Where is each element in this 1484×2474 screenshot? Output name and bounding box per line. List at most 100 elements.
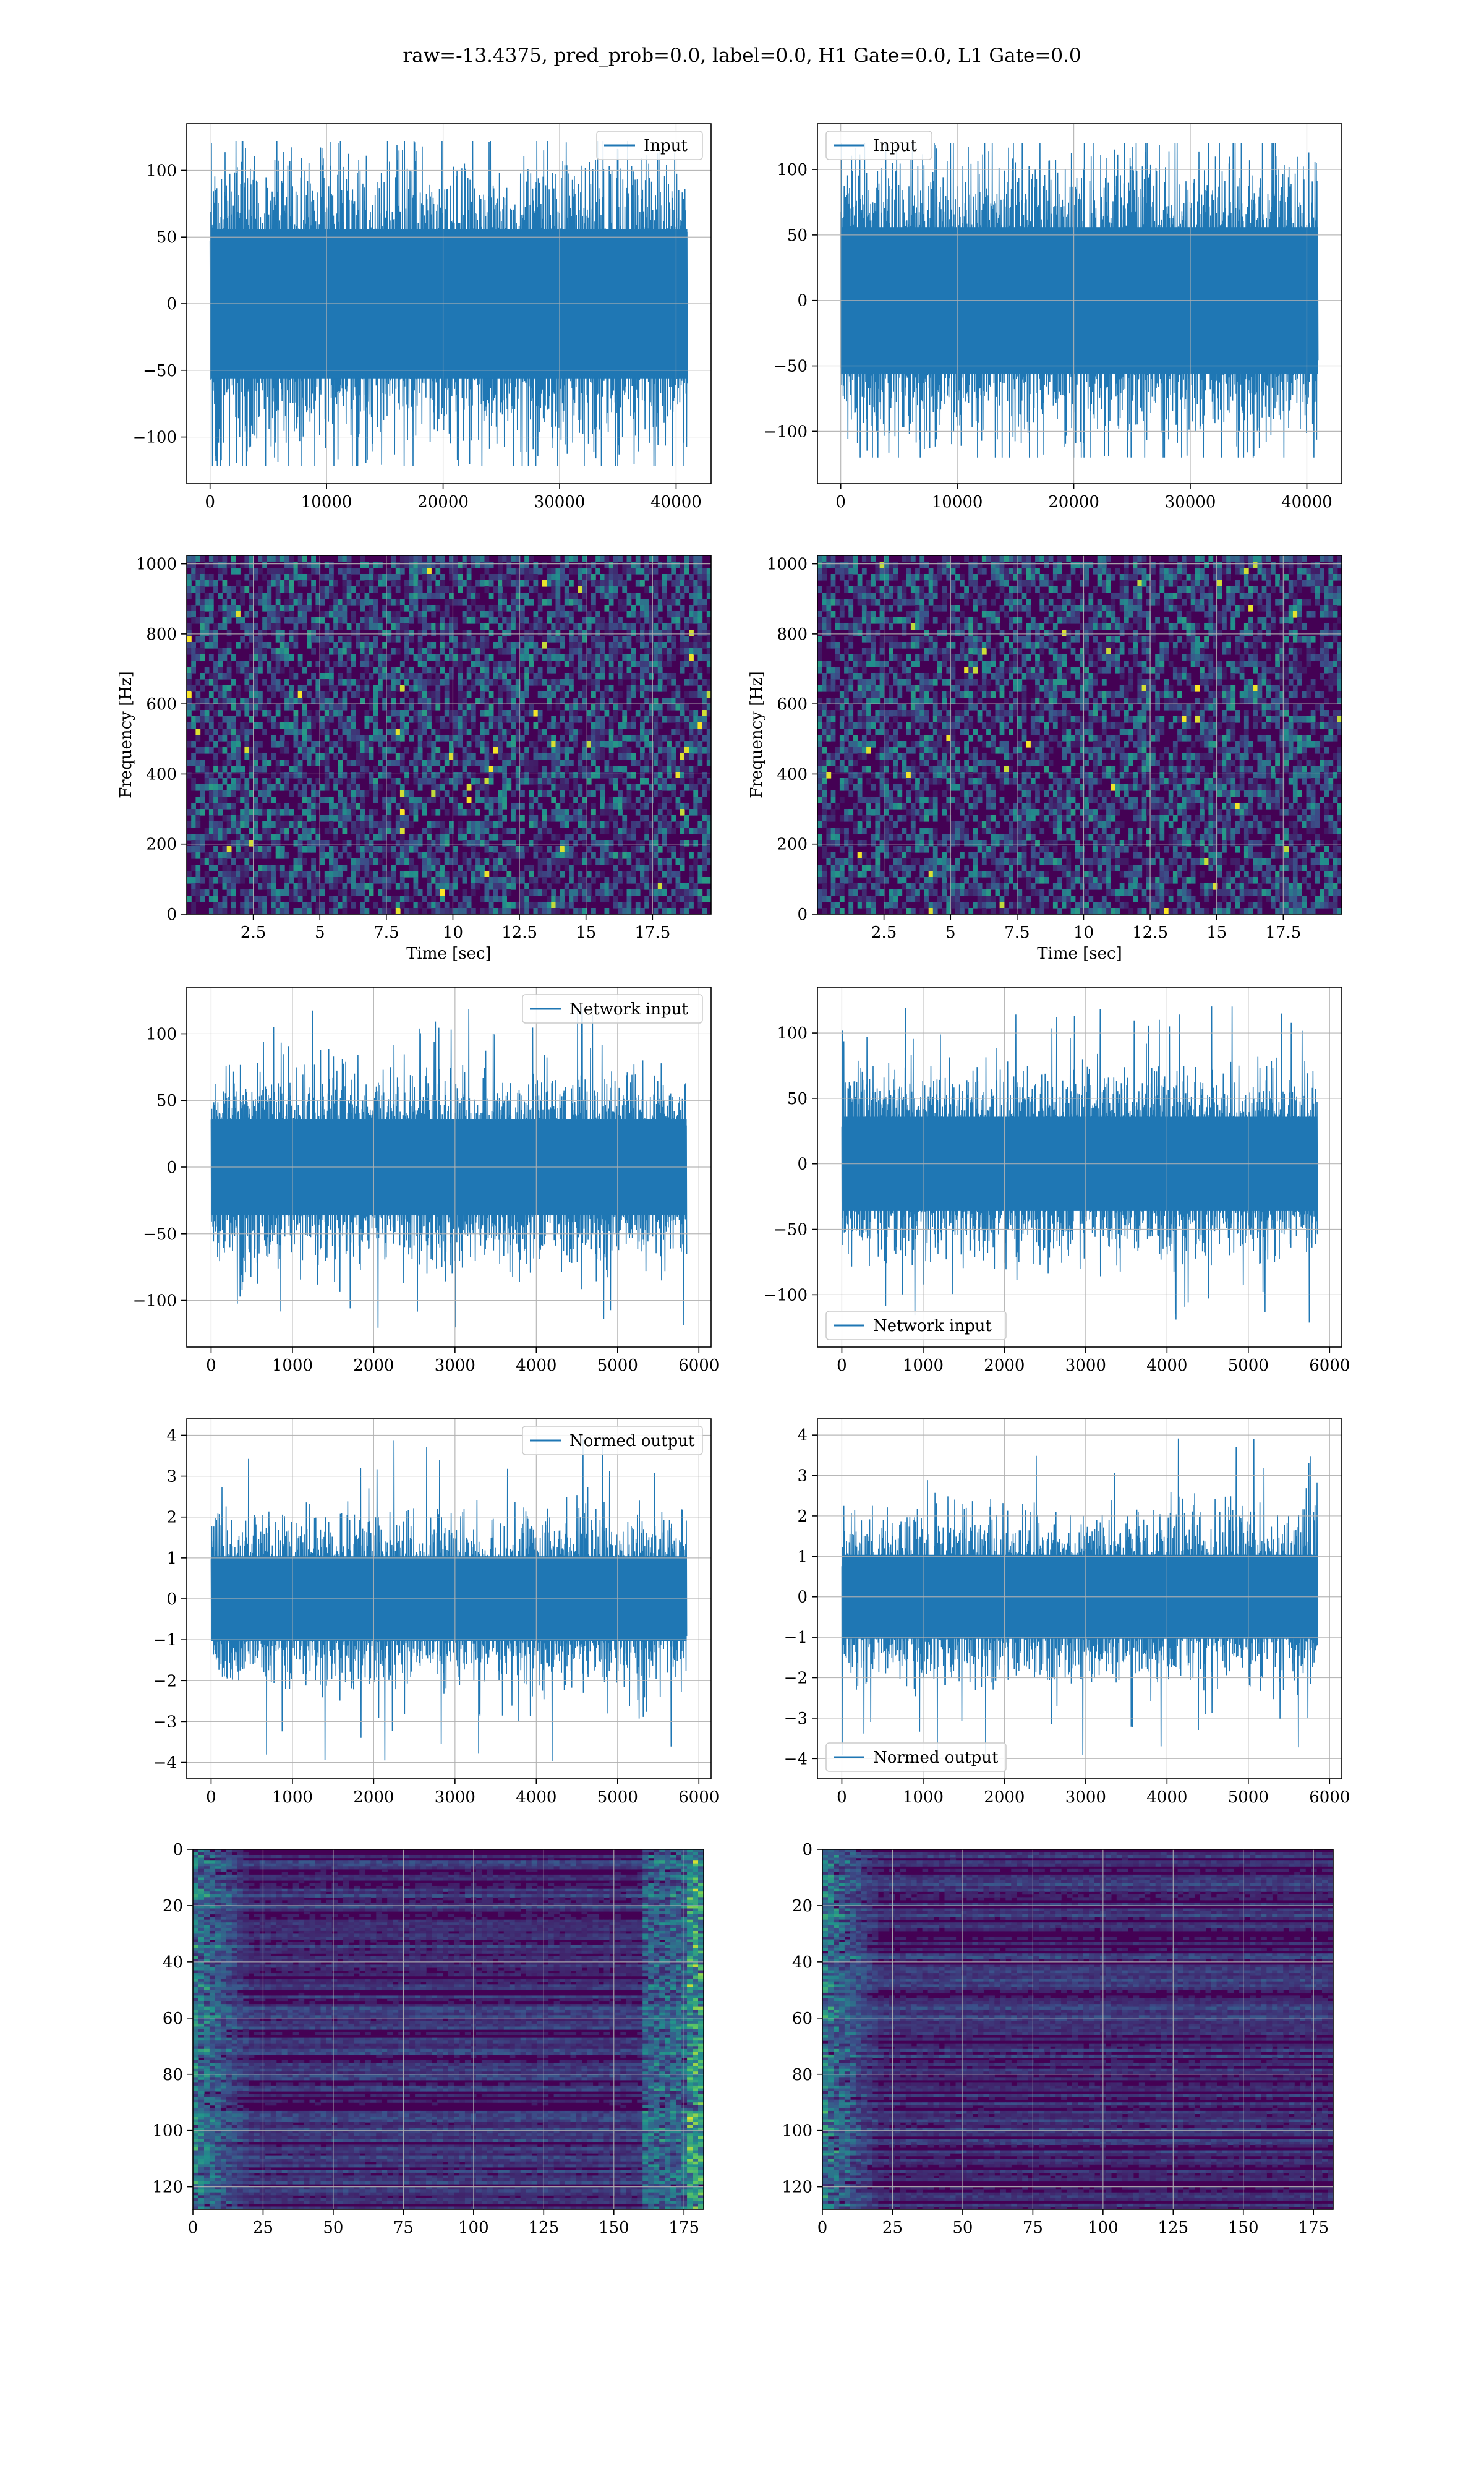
heatmap-cell <box>493 908 498 914</box>
heatmap-cell <box>555 741 561 748</box>
heatmap-cell <box>378 623 383 630</box>
heatmap-cell <box>671 568 676 575</box>
heatmap-cell <box>289 877 294 884</box>
heatmap-cell <box>471 852 476 859</box>
heatmap-cell <box>506 729 512 735</box>
heatmap-cell <box>297 555 303 562</box>
heatmap-cell <box>258 568 263 575</box>
heatmap-cell <box>356 790 360 797</box>
heatmap-cell <box>480 760 485 766</box>
heatmap-cell <box>893 673 898 680</box>
heatmap-cell <box>569 722 574 729</box>
heatmap-cell <box>649 568 654 575</box>
heatmap-cell <box>360 889 365 896</box>
heatmap-cell <box>324 667 330 674</box>
heatmap-cell <box>684 636 689 643</box>
heatmap-cell <box>195 797 201 803</box>
heatmap-cell <box>297 685 303 692</box>
heatmap-cell <box>462 834 467 841</box>
heatmap-cell <box>889 574 893 581</box>
heatmap-cell <box>324 679 330 686</box>
heatmap-cell <box>488 766 494 773</box>
heatmap-cell <box>200 834 205 841</box>
heatmap-cell <box>391 729 396 735</box>
heatmap-cell <box>657 599 663 606</box>
heatmap-cell <box>297 654 303 661</box>
heatmap-cell <box>187 772 192 779</box>
heatmap-cell <box>555 865 561 871</box>
heatmap-cell <box>875 562 881 568</box>
heatmap-cell <box>356 889 360 896</box>
heatmap-cell <box>582 691 587 698</box>
heatmap-cell <box>417 562 423 568</box>
heatmap-cell <box>471 722 476 729</box>
heatmap-cell <box>480 648 485 655</box>
heatmap-cell <box>640 871 645 878</box>
heatmap-cell <box>449 654 454 661</box>
heatmap-cell <box>893 568 898 575</box>
heatmap-cell <box>399 722 405 729</box>
heatmap-cell <box>466 760 472 766</box>
heatmap-cell <box>431 642 437 649</box>
heatmap-cell <box>444 623 450 630</box>
heatmap-cell <box>644 654 649 661</box>
heatmap-cell <box>680 760 685 766</box>
heatmap-cell <box>569 902 574 909</box>
heatmap-cell <box>853 691 858 698</box>
heatmap-cell <box>231 803 236 810</box>
heatmap-cell <box>484 555 490 562</box>
heatmap-cell <box>626 852 632 859</box>
heatmap-cell <box>333 648 338 655</box>
heatmap-cell <box>608 722 614 729</box>
heatmap-cell <box>187 877 192 884</box>
heatmap-cell <box>680 821 685 828</box>
heatmap-cell <box>231 809 236 816</box>
heatmap-cell <box>413 834 419 841</box>
heatmap-cell <box>262 654 267 661</box>
heatmap-cell <box>826 815 832 822</box>
heatmap-cell <box>830 790 836 797</box>
heatmap-cell <box>871 636 876 643</box>
heatmap-cell <box>466 741 472 748</box>
heatmap-cell <box>364 667 370 674</box>
heatmap-cell <box>240 698 245 704</box>
heatmap-cell <box>555 908 561 914</box>
heatmap-cell <box>498 698 503 704</box>
heatmap-cell <box>471 617 476 624</box>
heatmap-cell <box>435 555 441 562</box>
heatmap-cell <box>822 623 827 630</box>
heatmap-cell <box>284 654 289 661</box>
heatmap-cell <box>653 753 659 760</box>
heatmap-cell <box>560 654 565 661</box>
heatmap-cell <box>608 630 614 636</box>
heatmap-cell <box>511 735 516 742</box>
heatmap-cell <box>262 908 267 914</box>
heatmap-cell <box>231 858 236 865</box>
heatmap-cell <box>271 753 276 760</box>
heatmap-cell <box>600 871 605 878</box>
heatmap-cell <box>475 617 480 624</box>
heatmap-cell <box>382 630 387 636</box>
heatmap-cell <box>356 568 360 575</box>
heatmap-cell <box>333 809 338 816</box>
heatmap-cell <box>871 852 876 859</box>
heatmap-cell <box>386 871 392 878</box>
heatmap-cell <box>311 865 316 871</box>
heatmap-cell <box>346 685 352 692</box>
heatmap-cell <box>413 729 419 735</box>
heatmap-cell <box>857 858 863 865</box>
heatmap-cell <box>275 834 281 841</box>
heatmap-cell <box>875 685 881 692</box>
heatmap-cell <box>253 741 258 748</box>
heatmap-cell <box>853 630 858 636</box>
heatmap-cell <box>569 617 574 624</box>
heatmap-cell <box>453 722 458 729</box>
heatmap-cell <box>249 889 254 896</box>
heatmap-cell <box>480 858 485 865</box>
heatmap-cell <box>848 889 854 896</box>
heatmap-cell <box>839 562 845 568</box>
heatmap-cell <box>351 772 356 779</box>
heatmap-cell <box>236 871 241 878</box>
heatmap-cell <box>817 747 822 754</box>
heatmap-cell <box>569 760 574 766</box>
